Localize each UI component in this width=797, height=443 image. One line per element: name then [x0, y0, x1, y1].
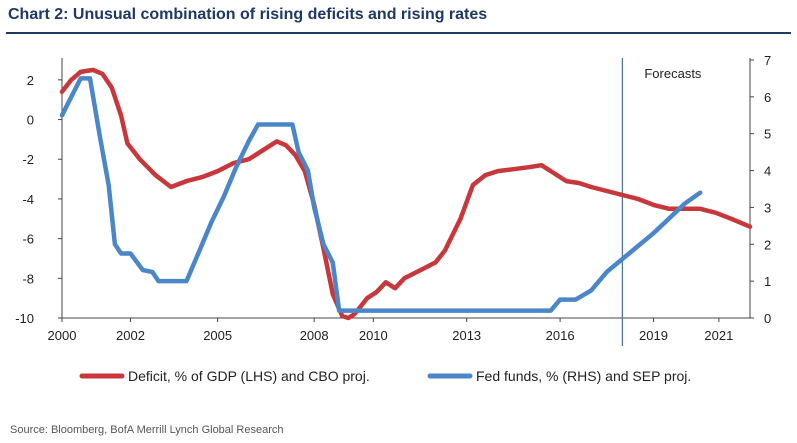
series-layer: [59, 67, 753, 321]
plot-frame: [61, 58, 751, 346]
right-tick-label: 4: [764, 164, 771, 179]
fed-funds-line: [59, 76, 703, 313]
title-divider: [6, 32, 791, 34]
left-tick-label: -2: [22, 152, 34, 167]
deficit-line: [59, 67, 753, 321]
legend: Deficit, % of GDP (LHS) and CBO proj. Fed…: [79, 368, 691, 384]
x-tick-label: 2008: [300, 328, 329, 343]
right-tick-label: 1: [764, 274, 771, 289]
left-tick-label: 0: [27, 113, 34, 128]
x-tick-label: 2016: [546, 328, 575, 343]
right-tick-label: 7: [764, 53, 771, 68]
right-tick-label: 0: [764, 311, 771, 326]
left-tick-label: -6: [22, 232, 34, 247]
x-tick-label: 2000: [48, 328, 77, 343]
x-tick-label: 2019: [639, 328, 668, 343]
x-tick-label: 2005: [203, 328, 232, 343]
left-tick-label: -8: [22, 271, 34, 286]
forecast-annotation: Forecasts: [644, 66, 702, 81]
chart-title: Chart 2: Unusual combination of rising d…: [8, 6, 488, 23]
x-tick-label: 2002: [116, 328, 145, 343]
legend-label-deficit: Deficit, % of GDP (LHS) and CBO proj.: [128, 368, 370, 384]
left-tick-label: -4: [22, 192, 34, 207]
source-note: Source: Bloomberg, BofA Merrill Lynch Gl…: [10, 424, 284, 436]
left-tick-label: -10: [15, 311, 34, 326]
right-tick-label: 5: [764, 127, 771, 142]
x-tick-label: 2013: [452, 328, 481, 343]
x-tick-label: 2021: [704, 328, 733, 343]
right-tick-label: 3: [764, 200, 771, 215]
left-tick-label: 2: [27, 73, 34, 88]
right-tick-label: 6: [764, 90, 771, 105]
x-tick-label: 2010: [359, 328, 388, 343]
right-tick-label: 2: [764, 237, 771, 252]
axes: Forecasts 2 0 -2 -4 -6 -8 -10 7 6 5 4 3 2 1 0 2000 2002 20…: [15, 53, 771, 343]
legend-label-fed-funds: Fed funds, % (RHS) and SEP proj.: [476, 368, 691, 384]
